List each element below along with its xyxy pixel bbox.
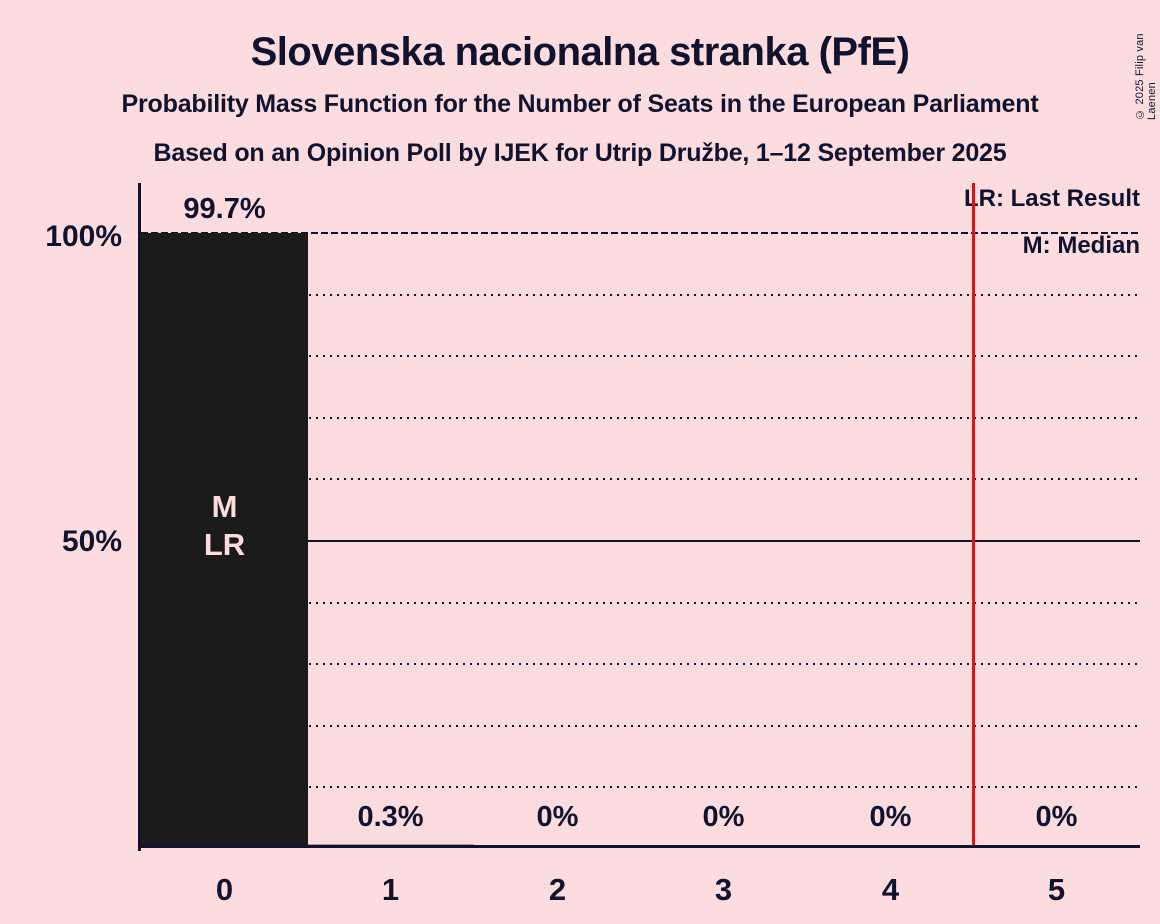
y-axis-line bbox=[138, 183, 141, 851]
y-axis-label-100: 100% bbox=[45, 220, 122, 253]
value-label-3: 0% bbox=[702, 801, 745, 833]
chart-title: Slovenska nacionalna stranka (PfE) bbox=[250, 30, 910, 74]
last-result-threshold-line bbox=[972, 183, 975, 848]
gridline-90 bbox=[141, 294, 1140, 296]
value-label-4: 0% bbox=[869, 801, 912, 833]
x-axis-line bbox=[138, 845, 1140, 848]
chart-source-line: Based on an Opinion Poll by IJEK for Utr… bbox=[153, 139, 1007, 167]
gridline-70 bbox=[141, 417, 1140, 419]
copyright-notice: © 2025 Filip van Laenen bbox=[1134, 33, 1158, 120]
gridline-80 bbox=[141, 355, 1140, 357]
value-label-0: 99.7% bbox=[183, 193, 266, 225]
gridline-30 bbox=[141, 663, 1140, 665]
gridline-60 bbox=[141, 478, 1140, 480]
legend-median: M: Median bbox=[1022, 232, 1140, 259]
bar-seats-0: M LR bbox=[141, 233, 308, 846]
y-axis-label-50: 50% bbox=[61, 525, 122, 558]
x-tick-2: 2 bbox=[548, 872, 567, 907]
x-tick-0: 0 bbox=[215, 872, 234, 907]
value-label-2: 0% bbox=[536, 801, 579, 833]
value-label-5: 0% bbox=[1035, 801, 1078, 833]
gridline-20 bbox=[141, 725, 1140, 727]
gridline-10 bbox=[141, 786, 1140, 788]
x-tick-4: 4 bbox=[881, 872, 900, 907]
value-label-1: 0.3% bbox=[357, 801, 424, 833]
bar-median-lastresult-markers: M LR bbox=[141, 488, 308, 564]
legend-last-result: LR: Last Result bbox=[963, 185, 1140, 212]
gridline-50 bbox=[141, 540, 1140, 542]
gridline-40 bbox=[141, 602, 1140, 604]
plot-area: M LR 99.7% 0.3% 0% 0% 0% 0% bbox=[138, 183, 1140, 851]
x-tick-5: 5 bbox=[1047, 872, 1066, 907]
x-tick-1: 1 bbox=[381, 872, 400, 907]
last-result-marker: LR bbox=[203, 527, 246, 563]
gridline-100 bbox=[141, 232, 1140, 234]
median-marker: M bbox=[211, 489, 238, 525]
x-tick-3: 3 bbox=[714, 872, 733, 907]
chart-subtitle: Probability Mass Function for the Number… bbox=[121, 90, 1039, 118]
